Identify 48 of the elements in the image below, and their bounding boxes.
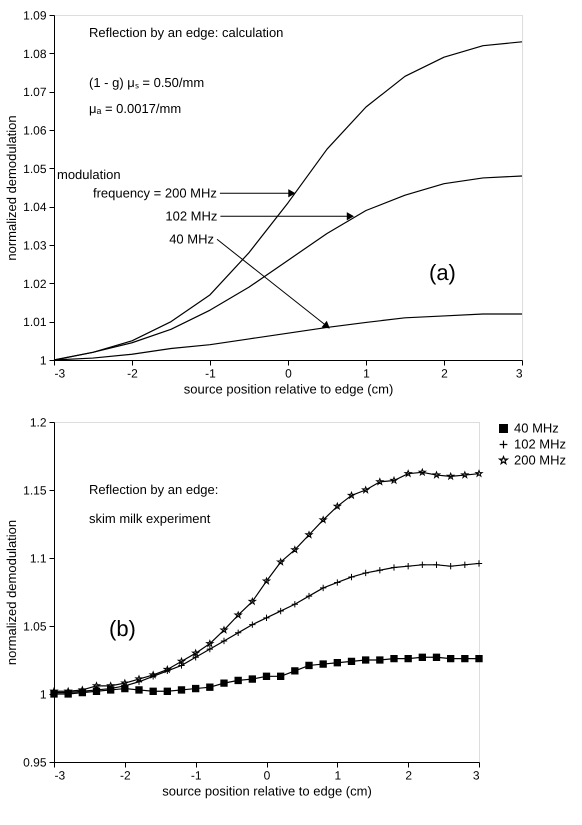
y-tick-label: 1 — [40, 688, 47, 702]
x-axis-title: source position relative to edge (cm) — [162, 784, 372, 798]
legend-label: 40 MHz — [514, 420, 559, 436]
annotation: skim milk experiment — [89, 511, 211, 526]
annotation: μₐ = 0.0017/mm — [89, 101, 182, 116]
annotation: (a) — [429, 260, 456, 285]
x-tick-label: 0 — [264, 768, 271, 782]
y-axis-title: normalized demodulation — [4, 115, 20, 261]
annotation: frequency = 200 MHz — [92, 185, 217, 200]
x-tick-label: 1 — [334, 768, 342, 782]
y-tick-label: 1.1 — [30, 552, 47, 566]
x-tick-label: 2 — [405, 768, 412, 782]
annotation: 40 MHz — [169, 231, 214, 246]
y-tick-label: 1.05 — [23, 620, 47, 634]
legend-label: 102 MHz — [514, 436, 566, 452]
x-tick-label: 1 — [363, 366, 370, 380]
annotation: 102 MHz — [165, 208, 218, 224]
annotation: (1 - g) μₛ = 0.50/mm — [89, 75, 204, 90]
x-tick-label: 0 — [285, 366, 292, 380]
annotation: Reflection by an edge: — [89, 482, 218, 497]
x-tick-label: 2 — [441, 366, 448, 380]
annotation: Reflection by an edge: calculation — [89, 25, 284, 40]
x-tick-label: 3 — [472, 768, 480, 782]
x-tick-label: -3 — [54, 768, 66, 782]
y-tick-label: 1 — [40, 354, 47, 368]
y-axis-title: normalized demodulation — [4, 520, 20, 666]
y-tick-label: 1.15 — [23, 484, 47, 498]
annotation: modulation — [57, 167, 121, 182]
x-tick-label: -1 — [190, 768, 202, 782]
legend-label: 200 MHz — [514, 452, 566, 468]
x-tick-label: -1 — [205, 366, 216, 380]
y-tick-label: 0.95 — [23, 756, 47, 770]
y-tick-label: 1.06 — [23, 124, 47, 138]
y-tick-label: 1.08 — [23, 46, 47, 61]
x-tick-label: 3 — [516, 366, 523, 380]
annotation: (b) — [109, 616, 136, 641]
y-tick-label: 1.05 — [23, 162, 47, 176]
x-tick-label: -3 — [54, 366, 66, 380]
y-tick-label: 1.04 — [23, 200, 47, 214]
x-tick-label: -2 — [127, 366, 138, 380]
y-tick-label: 1.01 — [23, 315, 47, 330]
y-tick-label: 1.03 — [23, 238, 47, 252]
y-tick-label: 1.07 — [23, 85, 47, 100]
y-tick-label: 1.09 — [23, 8, 47, 22]
x-tick-label: -2 — [120, 768, 131, 782]
y-tick-label: 1.2 — [30, 416, 47, 430]
y-tick-label: 1.02 — [23, 276, 47, 291]
x-axis-title: source position relative to edge (cm) — [184, 382, 394, 396]
